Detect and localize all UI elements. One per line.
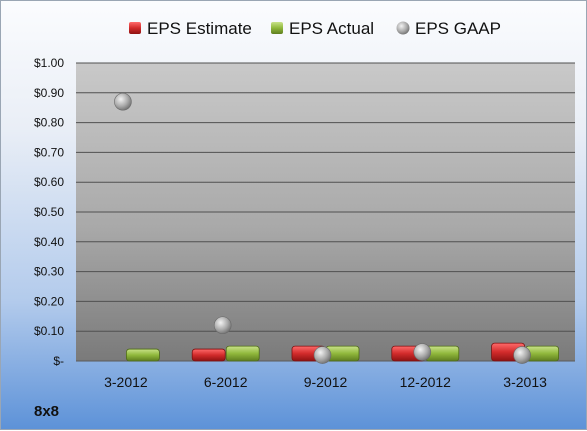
- y-tick-label: $0.90: [34, 86, 64, 100]
- x-tick-label: 3-2013: [503, 374, 547, 390]
- eps-actual-bar: [225, 345, 260, 362]
- y-tick-label: $-: [53, 354, 64, 368]
- y-tick-label: $0.10: [34, 324, 64, 338]
- legend: EPS Estimate EPS Actual EPS GAAP: [129, 19, 501, 38]
- company-label: 8x8: [34, 403, 60, 420]
- eps-gaap-point: [114, 92, 132, 111]
- eps-gaap-point: [513, 346, 531, 364]
- x-tick-label: 6-2012: [204, 374, 248, 390]
- y-tick-label: $0.50: [34, 205, 64, 219]
- y-tick-label: $0.20: [34, 294, 64, 308]
- legend-swatch: [396, 21, 410, 35]
- legend-label: EPS GAAP: [415, 19, 501, 38]
- eps-gaap-point: [413, 343, 432, 361]
- legend-swatch: [129, 22, 141, 34]
- legend-label: EPS Actual: [289, 19, 374, 38]
- y-axis-ticks: $- $0.10 $0.20 $0.30 $0.40 $0.50 $0.60 $0.70 $0.…: [34, 56, 64, 368]
- gaap-points: [114, 92, 531, 364]
- x-tick-label: 9-2012: [304, 374, 348, 390]
- x-tick-label: 3-2012: [104, 374, 148, 390]
- legend-label: EPS Estimate: [147, 19, 252, 38]
- y-tick-label: $0.70: [34, 145, 64, 159]
- gridlines: [76, 62, 575, 362]
- y-tick-label: $0.30: [34, 265, 64, 279]
- y-tick-label: $0.80: [34, 116, 64, 130]
- eps-gaap-point: [213, 316, 232, 335]
- y-tick-label: $0.40: [34, 235, 64, 249]
- x-tick-label: 12-2012: [400, 374, 452, 390]
- eps-gaap-point: [313, 346, 332, 364]
- eps-actual-bar: [126, 348, 160, 362]
- eps-estimate-bar: [191, 348, 226, 362]
- y-tick-label: $0.60: [34, 175, 64, 189]
- legend-swatch: [271, 22, 283, 34]
- x-axis-labels: 3-2012 6-2012 9-2012 12-2012 3-2013: [104, 374, 547, 390]
- y-tick-label: $1.00: [34, 56, 64, 70]
